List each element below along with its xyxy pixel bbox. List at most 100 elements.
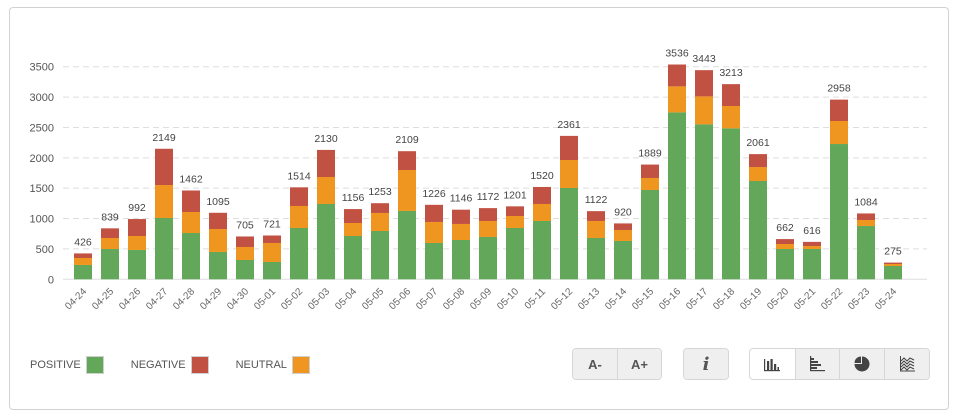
bar-segment-negative[interactable] xyxy=(155,148,173,186)
bar-segment-positive[interactable] xyxy=(479,236,497,280)
bar-segment-neutral[interactable] xyxy=(155,185,173,219)
bar-segment-neutral[interactable] xyxy=(371,212,389,232)
bar-segment-neutral[interactable] xyxy=(830,121,848,145)
bar-stack[interactable] xyxy=(722,84,740,280)
bar-segment-negative[interactable] xyxy=(668,64,686,87)
bar-segment-negative[interactable] xyxy=(884,262,902,264)
bar-segment-negative[interactable] xyxy=(317,149,335,178)
bar-stack[interactable] xyxy=(452,209,470,280)
bar-stack[interactable] xyxy=(668,64,686,280)
bar-segment-positive[interactable] xyxy=(614,240,632,280)
bar-segment-neutral[interactable] xyxy=(668,86,686,113)
bar-stack[interactable] xyxy=(614,223,632,280)
bar-segment-neutral[interactable] xyxy=(749,167,767,182)
bar-segment-neutral[interactable] xyxy=(641,177,659,191)
bar-segment-neutral[interactable] xyxy=(884,263,902,266)
bar-segment-positive[interactable] xyxy=(533,220,551,280)
bar-segment-positive[interactable] xyxy=(452,239,470,280)
bar-stack[interactable] xyxy=(560,135,578,280)
info-button[interactable]: i xyxy=(684,349,728,379)
bar-stack[interactable] xyxy=(803,241,821,280)
bar-segment-neutral[interactable] xyxy=(452,223,470,240)
bar-segment-negative[interactable] xyxy=(641,164,659,178)
bar-segment-positive[interactable] xyxy=(830,144,848,280)
bar-segment-negative[interactable] xyxy=(290,187,308,206)
legend-item-positive[interactable]: POSITIVE xyxy=(30,356,104,374)
bar-segment-positive[interactable] xyxy=(236,259,254,280)
bar-segment-positive[interactable] xyxy=(344,235,362,280)
bar-segment-positive[interactable] xyxy=(857,226,875,280)
bar-segment-positive[interactable] xyxy=(182,233,200,280)
bar-segment-positive[interactable] xyxy=(371,231,389,280)
bar-segment-positive[interactable] xyxy=(101,248,119,280)
font-decrease-button[interactable]: A- xyxy=(573,349,617,379)
bar-stack[interactable] xyxy=(587,211,605,280)
bar-stack[interactable] xyxy=(290,187,308,280)
bar-stack[interactable] xyxy=(884,262,902,280)
bar-stack[interactable] xyxy=(533,186,551,280)
bar-segment-positive[interactable] xyxy=(74,264,92,280)
bar-segment-neutral[interactable] xyxy=(128,235,146,250)
bar-segment-positive[interactable] xyxy=(560,188,578,280)
bar-segment-negative[interactable] xyxy=(452,209,470,224)
bar-stack[interactable] xyxy=(830,99,848,280)
bar-segment-positive[interactable] xyxy=(884,265,902,280)
bar-segment-positive[interactable] xyxy=(668,112,686,280)
bar-segment-neutral[interactable] xyxy=(236,246,254,260)
bar-segment-negative[interactable] xyxy=(560,135,578,161)
bar-segment-positive[interactable] xyxy=(587,237,605,280)
bar-segment-positive[interactable] xyxy=(776,248,794,280)
bar-stack[interactable] xyxy=(209,212,227,280)
area-chart-button[interactable] xyxy=(883,349,929,379)
bar-segment-neutral[interactable] xyxy=(857,220,875,227)
bar-segment-negative[interactable] xyxy=(695,70,713,97)
bar-segment-neutral[interactable] xyxy=(776,244,794,249)
horizontal-bar-chart-button[interactable] xyxy=(794,349,839,379)
bar-segment-positive[interactable] xyxy=(749,181,767,280)
bar-segment-neutral[interactable] xyxy=(506,216,524,228)
bar-stack[interactable] xyxy=(695,70,713,280)
pie-chart-button[interactable] xyxy=(839,349,884,379)
bar-stack[interactable] xyxy=(182,190,200,280)
bar-stack[interactable] xyxy=(641,164,659,280)
bar-segment-negative[interactable] xyxy=(371,203,389,213)
bar-segment-positive[interactable] xyxy=(803,248,821,280)
bar-segment-positive[interactable] xyxy=(155,218,173,280)
bar-segment-positive[interactable] xyxy=(641,190,659,280)
bar-segment-neutral[interactable] xyxy=(182,211,200,234)
bar-segment-negative[interactable] xyxy=(506,206,524,217)
bar-segment-negative[interactable] xyxy=(857,213,875,221)
bar-stack[interactable] xyxy=(776,239,794,280)
bar-stack[interactable] xyxy=(74,253,92,280)
bar-stack[interactable] xyxy=(479,208,497,280)
bar-stack[interactable] xyxy=(371,203,389,280)
bar-stack[interactable] xyxy=(263,235,281,280)
bar-segment-neutral[interactable] xyxy=(317,177,335,204)
bar-segment-neutral[interactable] xyxy=(533,203,551,221)
bar-stack[interactable] xyxy=(425,204,443,280)
bar-segment-negative[interactable] xyxy=(722,84,740,107)
bar-segment-negative[interactable] xyxy=(263,235,281,243)
bar-segment-positive[interactable] xyxy=(695,124,713,280)
bar-segment-negative[interactable] xyxy=(749,154,767,168)
bar-stack[interactable] xyxy=(344,209,362,280)
bar-segment-negative[interactable] xyxy=(776,239,794,245)
font-increase-button[interactable]: A+ xyxy=(616,349,661,379)
bar-segment-positive[interactable] xyxy=(317,203,335,280)
bar-segment-neutral[interactable] xyxy=(722,106,740,129)
bar-segment-neutral[interactable] xyxy=(344,222,362,236)
bar-segment-positive[interactable] xyxy=(506,227,524,280)
bar-segment-neutral[interactable] xyxy=(209,229,227,252)
bar-segment-positive[interactable] xyxy=(209,251,227,280)
bar-segment-neutral[interactable] xyxy=(290,205,308,228)
bar-segment-negative[interactable] xyxy=(533,186,551,204)
bar-stack[interactable] xyxy=(101,228,119,280)
bar-segment-neutral[interactable] xyxy=(263,242,281,262)
bar-segment-negative[interactable] xyxy=(587,211,605,221)
bar-chart-button[interactable] xyxy=(750,349,795,379)
bar-segment-negative[interactable] xyxy=(830,99,848,122)
bar-segment-neutral[interactable] xyxy=(560,160,578,189)
bar-stack[interactable] xyxy=(128,219,146,280)
bar-segment-negative[interactable] xyxy=(236,236,254,247)
bar-segment-neutral[interactable] xyxy=(425,221,443,243)
